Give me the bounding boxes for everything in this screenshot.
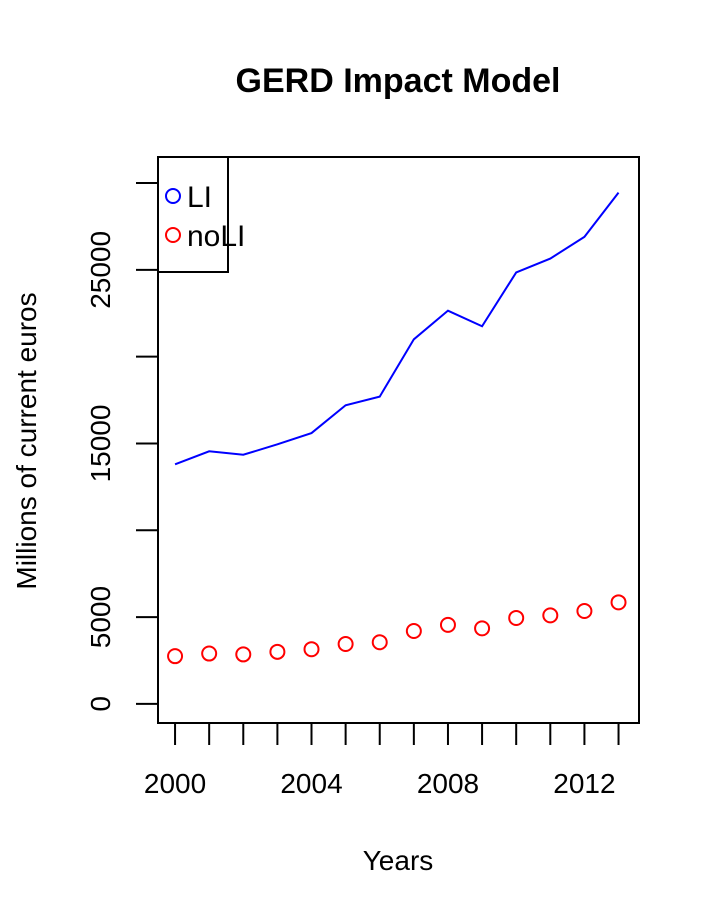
x-tick-label-2004: 2004: [280, 768, 342, 799]
legend-li-marker: [165, 188, 181, 204]
legend: LI noLI: [157, 156, 245, 273]
x-tick-label-2008: 2008: [417, 768, 479, 799]
series-noli-point-2000: [167, 648, 184, 665]
series-layer: [167, 191, 627, 665]
x-tick-label-2012: 2012: [553, 768, 615, 799]
series-noli-point-2002: [235, 646, 252, 663]
legend-noli-marker: [165, 227, 181, 243]
x-axis-label: Years: [363, 845, 434, 876]
y-tick-label-25000: 25000: [85, 231, 116, 309]
y-axis-label: Millions of current euros: [11, 292, 42, 589]
legend-noli-label: noLI: [187, 220, 245, 253]
y-tick-label-0: 0: [85, 696, 116, 712]
series-noli-point-2003: [269, 643, 286, 660]
series-noli-point-2012: [576, 603, 593, 620]
series-noli-point-2006: [371, 634, 388, 651]
chart-title: GERD Impact Model: [236, 62, 561, 100]
legend-box: [157, 156, 229, 273]
series-noli-point-2005: [337, 636, 354, 653]
series-noli-point-2001: [201, 645, 218, 662]
series-noli-point-2004: [303, 641, 320, 658]
series-noli-point-2008: [439, 616, 456, 633]
x-tick-label-2000: 2000: [144, 768, 206, 799]
y-tick-label-15000: 15000: [85, 405, 116, 483]
series-noli-point-2013: [610, 594, 627, 611]
series-noli-point-2010: [508, 609, 525, 626]
series-noli-point-2011: [542, 607, 559, 624]
series-noli-point-2007: [405, 622, 422, 639]
legend-li-label: LI: [187, 181, 212, 214]
series-li-line: [174, 191, 620, 466]
x-axis: 2000 2004 2008 2012: [144, 722, 620, 799]
y-axis: 0 5000 15000 25000: [85, 182, 159, 712]
y-tick-label-5000: 5000: [85, 586, 116, 648]
series-noli-point-2009: [474, 620, 491, 637]
